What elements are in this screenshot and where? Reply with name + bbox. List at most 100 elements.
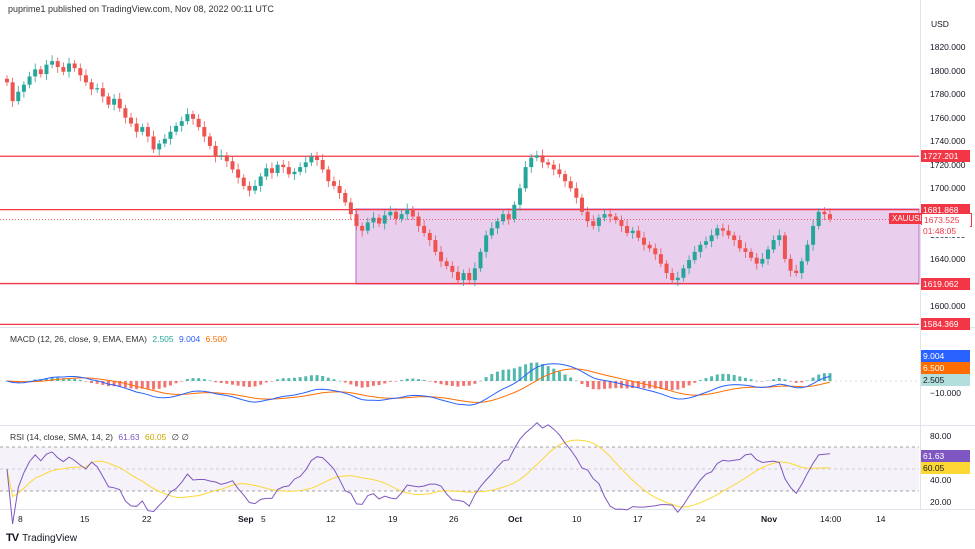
rsi-title[interactable]: RSI (14, close, SMA, 14, 2) 61.63 60.05 … (10, 432, 189, 443)
rsi-panel[interactable] (6, 422, 831, 525)
macd-hist-bar (225, 381, 229, 384)
candle-body (788, 258, 793, 271)
macd-hist-bar (828, 373, 832, 381)
candle-body (174, 125, 179, 132)
macd-hist-bar (777, 377, 781, 381)
candle-body (95, 88, 100, 90)
countdown-tag: 01:48:05 (921, 225, 970, 238)
candle-body (664, 263, 669, 274)
macd-hist-bar (354, 381, 358, 387)
price-axis-label: 1760.000 (930, 112, 966, 123)
macd-hist-bar (185, 379, 189, 381)
candles (5, 55, 832, 286)
candle-body (782, 235, 787, 259)
macd-hist-bar (338, 380, 342, 382)
candle-body (10, 82, 15, 102)
macd-hist-bar (772, 379, 776, 381)
macd-hist-bar (422, 380, 426, 381)
macd-hist-bar (467, 381, 471, 386)
candle-body (269, 168, 274, 173)
macd-hist-bar (163, 381, 167, 388)
macd-hist-bar (287, 378, 291, 381)
candle-body (405, 209, 410, 215)
macd-hist-bar (11, 381, 15, 383)
level-price-tag: 1681.868 (921, 203, 970, 216)
macd-hist-bar (817, 374, 821, 381)
candle-body (129, 117, 134, 124)
candle-body (388, 211, 393, 216)
macd-hist-bar (411, 378, 415, 381)
candle-body (157, 143, 162, 150)
macd-hist-bar (326, 377, 330, 381)
horizontal-levels[interactable] (0, 155, 919, 326)
candle-body (320, 160, 325, 170)
candle-body (106, 96, 111, 105)
macd-hist-bar (78, 379, 82, 381)
macd-title[interactable]: MACD (12, 26, close, 9, EMA, EMA) 2.505 … (10, 334, 227, 344)
candle-body (822, 211, 827, 215)
candle-body (692, 251, 697, 261)
time-axis-label: Sep (238, 514, 254, 524)
candle-body (100, 88, 105, 97)
macd-hist-bar (738, 376, 742, 381)
candle-body (309, 156, 314, 163)
candle-body (348, 202, 353, 215)
candle-body (168, 131, 173, 139)
macd-hist-bar (546, 366, 550, 381)
macd-hist-bar (619, 381, 623, 389)
candle-body (213, 145, 218, 157)
macd-hist-bar (197, 378, 201, 381)
macd-line (6, 363, 831, 406)
macd-hist-bar (456, 381, 460, 387)
macd-hist-bar (343, 381, 347, 383)
candle-body (303, 162, 308, 168)
candle-body (83, 75, 88, 83)
macd-hist-bar (67, 378, 71, 381)
macd-hist-bar (608, 381, 612, 389)
candle-body (495, 221, 500, 229)
candle-body (760, 258, 765, 264)
macd-hist-bar (450, 381, 454, 386)
macd-hist-bar (462, 381, 466, 386)
candle-body (687, 260, 692, 269)
tradingview-logo-icon: TV (6, 532, 19, 544)
macd-hist-bar (597, 381, 601, 390)
macd-hist-bar (811, 377, 815, 381)
price-axis-label: 1820.000 (930, 42, 966, 52)
candle-body (749, 251, 754, 258)
rsi-legend: 61.63 (118, 432, 140, 442)
macd-panel[interactable] (5, 362, 832, 406)
candle-body (427, 233, 432, 241)
candle-body (38, 69, 43, 75)
candle-body (512, 204, 517, 219)
macd-hist-bar (281, 378, 285, 381)
range-box[interactable] (355, 208, 920, 285)
macd-hist-bar (394, 381, 398, 382)
candle-body (675, 277, 680, 281)
candle-body (816, 211, 821, 226)
candle-body (529, 157, 534, 168)
candle-body (298, 167, 303, 172)
macd-hist-bar (383, 381, 387, 384)
macd-hist-bar (292, 377, 296, 381)
macd-hist-bar (417, 379, 420, 381)
macd-hist-bar (698, 380, 702, 381)
candle-body (743, 248, 748, 252)
candle-body (517, 188, 522, 205)
macd-hist-bar (112, 381, 116, 387)
macd-hist-bar (360, 381, 364, 388)
macd-hist-bar (822, 373, 826, 381)
candle-body (377, 217, 382, 224)
macd-hist-bar (484, 377, 488, 381)
candle-body (444, 261, 449, 266)
macd-hist-bar (687, 381, 691, 386)
candle-body (117, 98, 122, 109)
candle-body (484, 235, 489, 252)
macd-hist-bar (236, 381, 240, 386)
candle-body (247, 185, 252, 191)
macd-hist-bar (681, 381, 685, 388)
macd-hist-bar (557, 371, 561, 381)
macd-hist-bar (61, 378, 65, 381)
macd-hist-bar (321, 375, 325, 381)
